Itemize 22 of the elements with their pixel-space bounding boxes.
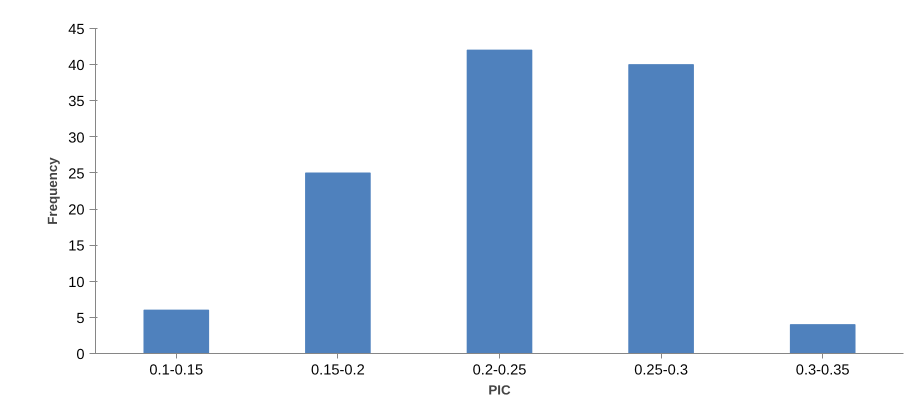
y-tick-label: 20 [68, 202, 85, 219]
bar [143, 310, 210, 354]
bar [305, 172, 371, 354]
x-tick-label: 0.2-0.25 [472, 362, 526, 378]
y-tick-label: 25 [68, 166, 85, 182]
bar [466, 50, 532, 354]
y-tick-label: 15 [68, 238, 85, 255]
y-tick-label: 10 [68, 274, 85, 291]
y-tick-label: 5 [76, 310, 85, 327]
x-axis-title: PIC [488, 382, 511, 398]
y-tick-label: 0 [76, 347, 85, 363]
y-tick-label: 45 [68, 22, 85, 38]
y-tick-label: 40 [68, 58, 85, 74]
x-tick-label: 0.15-0.2 [311, 362, 365, 378]
x-tick-label: 0.3-0.35 [796, 362, 850, 378]
bar [628, 64, 694, 354]
x-tick-label: 0.1-0.15 [149, 362, 204, 378]
x-tick-label: 0.25-0.3 [634, 362, 688, 378]
bar [790, 324, 856, 354]
y-axis-title: Frequency [45, 156, 60, 225]
y-tick-label: 30 [68, 130, 85, 146]
y-tick-label: 35 [68, 94, 85, 110]
